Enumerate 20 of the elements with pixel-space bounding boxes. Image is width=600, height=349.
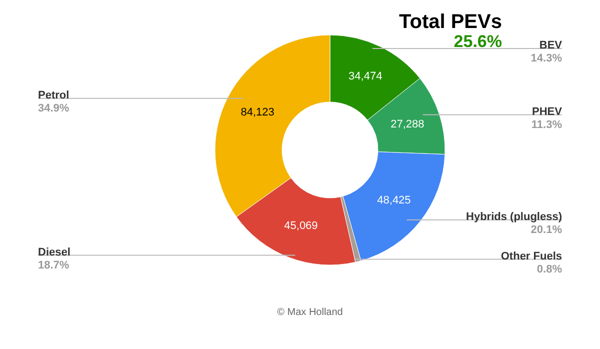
data-label: 48,425 [377,194,411,206]
data-label: 45,069 [284,220,318,232]
slice-label: BEV [539,39,563,52]
text: 18.7% [38,259,70,272]
data-label: 84,123 [240,106,274,119]
slice-label: Other Fuels [500,250,562,262]
text: Total PEVs [399,11,502,33]
data-label: 34,474 [348,70,382,83]
text: 34.9% [38,102,70,114]
data-label: 27,288 [390,118,424,131]
text: 20.1% [530,224,562,236]
text: 25.6% [454,32,502,51]
text: 11.3% [531,118,562,131]
text: 0.8% [536,263,562,276]
slice-label: Hybrids (plugless) [466,210,562,223]
text: © Max Holland [277,307,343,318]
slice-label: PHEV [532,106,563,118]
slice-label: Diesel [38,246,70,258]
slice-label: Petrol [38,89,70,102]
text: 14.3% [530,52,562,64]
